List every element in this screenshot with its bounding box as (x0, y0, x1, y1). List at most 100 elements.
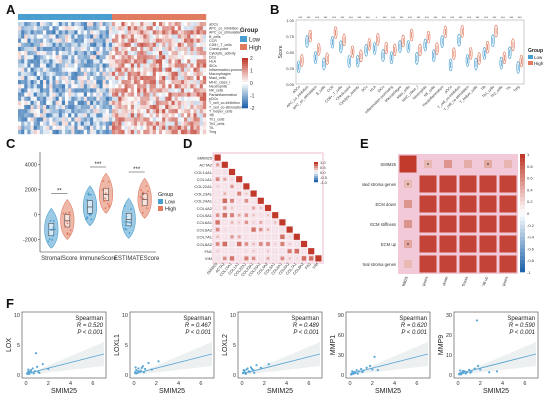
heatmap-cell (177, 22, 182, 27)
heatmap-cell (199, 80, 204, 85)
heatmap-cell (177, 113, 182, 118)
heatmap-cell (193, 104, 197, 110)
heatmap-cell (105, 42, 110, 48)
y-tick-label: 2000 (25, 188, 37, 194)
heatmap-cell (177, 63, 182, 68)
heatmap-cell (140, 104, 144, 110)
heatmap-cell (133, 84, 138, 89)
group-bar-cell (61, 14, 66, 20)
matrix-mark (499, 255, 517, 273)
data-point (49, 219, 52, 222)
data-point (145, 185, 148, 187)
gene-label: COL4A2 (197, 206, 213, 211)
heatmap-cell (83, 117, 88, 122)
heatmap-cell (77, 71, 81, 77)
heatmap-cell (202, 34, 207, 39)
heatmap-cell (124, 109, 128, 114)
data-point (30, 371, 33, 374)
heatmap-cell (71, 88, 75, 93)
heatmap-cell (65, 38, 69, 43)
heatmap-cell (90, 125, 94, 131)
heatmap-cell (99, 26, 103, 31)
heatmap-cell (115, 84, 119, 89)
matrix-mark (215, 177, 220, 182)
heatmap-cell (46, 59, 50, 64)
data-point (147, 190, 149, 193)
heatmap-cell (177, 59, 182, 64)
gene-label: COL23A1 (194, 191, 212, 196)
heatmap-cell (196, 59, 200, 64)
heatmap-cell (127, 67, 131, 72)
violin-shape (448, 58, 453, 72)
heatmap-cell (93, 96, 97, 102)
col-label: Activated stroma genes (410, 276, 429, 286)
heatmap-cell (43, 59, 47, 64)
x-tick-label: 2 (263, 381, 266, 387)
heatmap-cell (162, 67, 166, 72)
heatmap-cell (124, 129, 128, 135)
x-tick-label: ImmuneScore (79, 256, 117, 262)
heatmap-cell (33, 30, 37, 35)
data-point (52, 233, 55, 236)
heatmap-cell (190, 38, 194, 43)
heatmap-cell (49, 100, 53, 106)
heatmap-cell (55, 63, 59, 68)
heatmap-cell (55, 96, 59, 102)
heatmap-cell (30, 84, 34, 89)
heatmap-cell (184, 34, 188, 39)
heatmap-cell (155, 55, 160, 60)
colorbar-cell (242, 86, 248, 89)
heatmap-cell (155, 75, 160, 81)
heatmap-cell (127, 125, 131, 131)
heatmap-cell (49, 88, 53, 93)
matrix-mark (419, 235, 437, 253)
colorbar-tick: 0.0 (320, 170, 326, 175)
heatmap-cell (30, 80, 34, 85)
heatmap-cell (180, 92, 185, 97)
heatmap-cell (105, 71, 110, 77)
data-point (129, 221, 131, 224)
heatmap-cell (33, 67, 37, 72)
heatmap-cell (143, 71, 147, 77)
heatmap-cell (30, 38, 34, 43)
heatmap-cell (93, 92, 97, 97)
data-point (356, 372, 359, 375)
heatmap-cell (52, 59, 56, 64)
heatmap-cell (46, 96, 50, 102)
heatmap-cell (155, 96, 160, 102)
heatmap-cell (133, 38, 138, 43)
heatmap-cell (174, 63, 178, 68)
data-point (259, 366, 263, 370)
heatmap-cell (93, 121, 97, 126)
heatmap-cell (165, 84, 169, 89)
heatmap-cell (36, 34, 41, 39)
heatmap-cell (177, 42, 182, 48)
stat-method: Spearman (291, 316, 319, 322)
x-axis-label: SMIM25 (51, 388, 77, 395)
heatmap-cell (177, 71, 182, 77)
heatmap-cell (83, 104, 88, 110)
col-label: ECM stiffness (456, 276, 469, 286)
heatmap-cell (190, 117, 194, 122)
group-bar-cell (168, 14, 172, 20)
heatmap-cell (46, 51, 50, 56)
heatmap-cell (21, 30, 25, 35)
group-bar-cell (199, 14, 204, 20)
heatmap-cell (86, 125, 91, 131)
violin-shape (325, 52, 329, 66)
heatmap-cell (149, 125, 153, 131)
heatmap-cell (65, 59, 69, 64)
matrix-mark (267, 236, 269, 238)
heatmap-cell (102, 84, 106, 89)
fit-line (457, 353, 537, 375)
heatmap-cell (36, 104, 41, 110)
heatmap-cell (74, 42, 78, 48)
stat-r: R = 0.467 (185, 323, 212, 329)
matrix-mark (237, 241, 242, 247)
heatmap-cell (174, 67, 178, 72)
matrix-mark (444, 160, 452, 168)
heatmap-cell (146, 38, 150, 43)
heatmap-cell (80, 63, 84, 68)
heatmap-cell (184, 46, 188, 52)
heatmap-cell (96, 63, 100, 68)
